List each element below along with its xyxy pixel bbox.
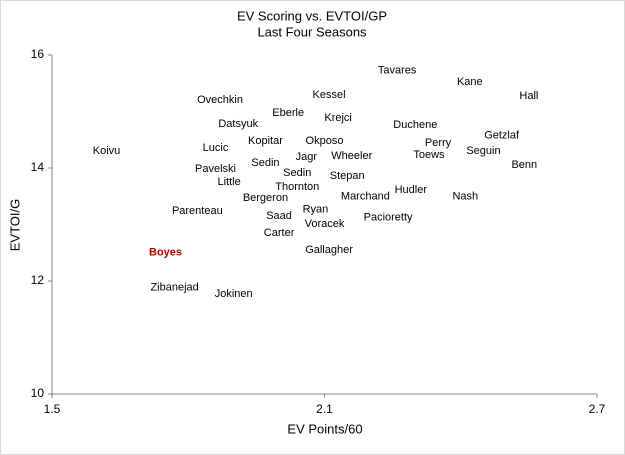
- point-label: Sedin: [251, 157, 279, 169]
- point-label: Wheeler: [331, 150, 372, 162]
- point-label: Gallagher: [305, 244, 353, 256]
- point-label: Seguin: [466, 145, 500, 157]
- point-label: Sedin: [283, 167, 311, 179]
- point-label: Parenteau: [172, 205, 223, 217]
- point-label: Stepan: [330, 170, 365, 182]
- point-label: Duchene: [393, 119, 437, 131]
- point-label: Voracek: [305, 218, 345, 230]
- x-axis-title: EV Points/60: [287, 421, 362, 436]
- chart-title: EV Scoring vs. EVTOI/GP: [237, 8, 387, 23]
- point-label: Lucic: [203, 142, 229, 154]
- y-tick-label: 10: [31, 386, 45, 400]
- point-label: Benn: [511, 159, 537, 171]
- y-tick-label: 16: [31, 47, 45, 61]
- x-tick-label: 2.1: [316, 402, 333, 416]
- point-label: Toews: [413, 149, 445, 161]
- point-label: Krejci: [324, 112, 352, 124]
- point-label: Little: [218, 176, 241, 188]
- point-label: Hall: [519, 90, 538, 102]
- point-label: Zibanejad: [150, 282, 198, 294]
- point-label: Thornton: [275, 181, 319, 193]
- point-label: Bergeron: [243, 192, 288, 204]
- y-tick-label: 12: [31, 273, 45, 287]
- y-tick-label: 14: [31, 160, 45, 174]
- point-label: Tavares: [378, 65, 417, 77]
- point-label: Kopitar: [248, 135, 283, 147]
- point-label: Hudler: [395, 184, 428, 196]
- point-label: Eberle: [272, 107, 304, 119]
- point-label: Jagr: [296, 151, 318, 163]
- point-label: Marchand: [341, 191, 390, 203]
- point-label: Kane: [457, 76, 483, 88]
- chart-subtitle: Last Four Seasons: [257, 24, 367, 39]
- point-label: Saad: [266, 210, 292, 222]
- y-axis-title: EVTOI/G: [7, 199, 22, 252]
- point-label: Pavelski: [195, 163, 236, 175]
- point-label: Boyes: [149, 247, 182, 259]
- x-tick-label: 2.7: [589, 402, 606, 416]
- point-label: Ryan: [303, 204, 329, 216]
- point-label: Koivu: [93, 145, 121, 157]
- point-label: Kessel: [313, 89, 346, 101]
- point-label: Getzlaf: [484, 130, 520, 142]
- point-label: Datsyuk: [218, 118, 258, 130]
- point-label: Pacioretty: [364, 212, 413, 224]
- point-label: Nash: [452, 191, 478, 203]
- x-tick-label: 1.5: [44, 402, 61, 416]
- point-label: Ovechkin: [197, 94, 243, 106]
- point-label: Perry: [425, 137, 452, 149]
- point-label: Jokinen: [215, 288, 253, 300]
- point-label: Carter: [264, 227, 295, 239]
- point-label: Okposo: [306, 135, 344, 147]
